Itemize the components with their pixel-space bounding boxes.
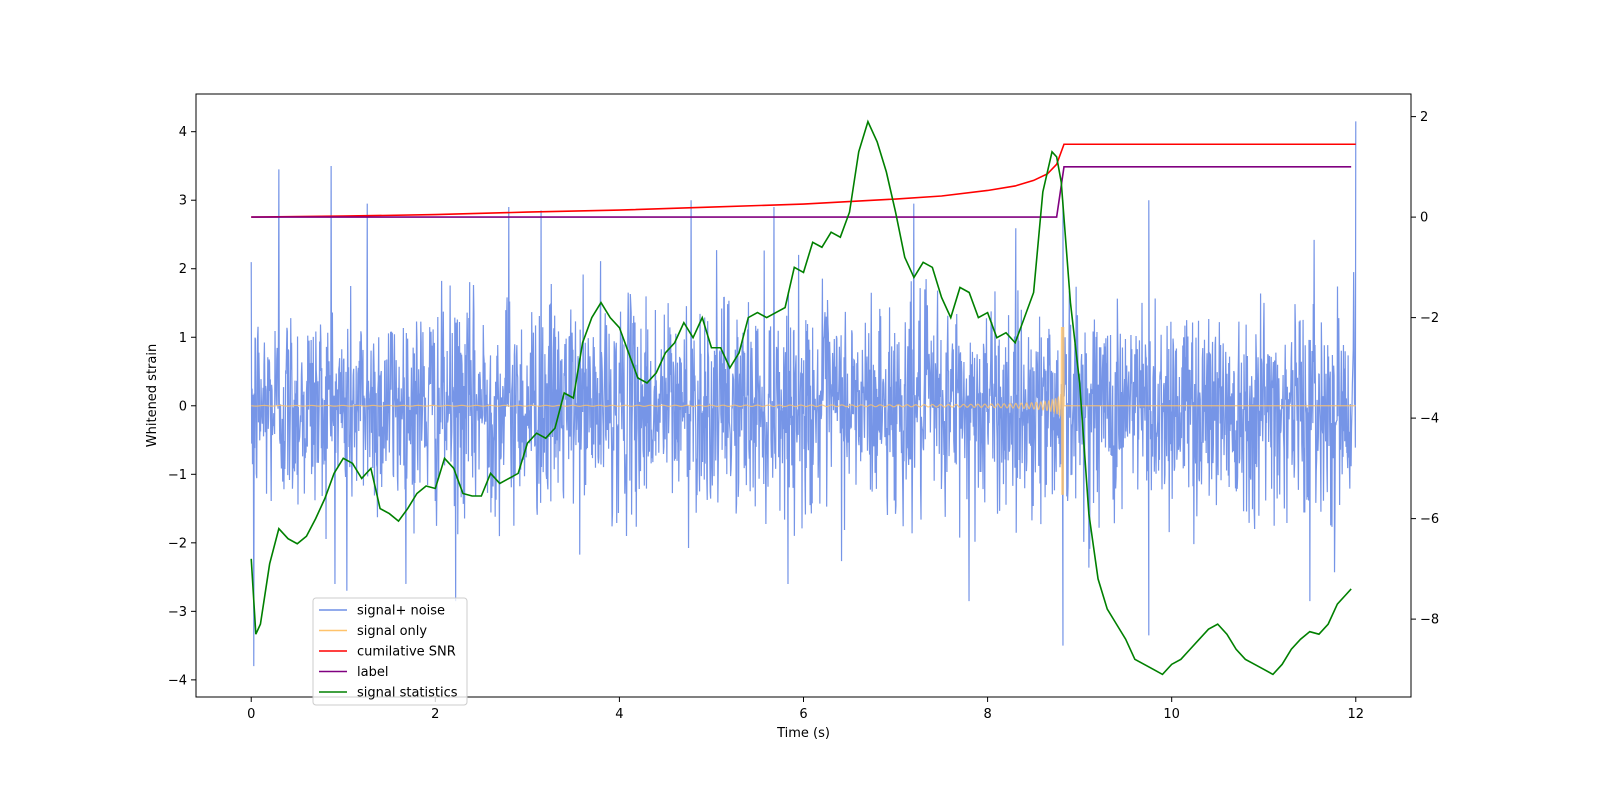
legend: signal+ noise signal only cumilative SNR la…: [312, 597, 468, 706]
plot-area: [250, 119, 1357, 676]
cumulative-snr-line: [251, 143, 1356, 218]
y-tick-label: −3: [168, 605, 187, 620]
y-tick-label: −1: [168, 468, 187, 483]
legend-label: signal only: [357, 624, 427, 639]
y-axis-label: Whitened strain: [145, 344, 160, 447]
y-tick-label: −4: [168, 673, 187, 688]
x-tick-label: 6: [799, 707, 807, 722]
y2-tick-label: −2: [1420, 311, 1439, 326]
y2-tick-label: −4: [1420, 412, 1439, 427]
y-tick-label: 4: [179, 125, 187, 140]
y2-tick-label: 2: [1420, 110, 1428, 125]
x-tick-label: 10: [1163, 707, 1180, 722]
y2-tick-label: −8: [1420, 613, 1439, 628]
legend-label: label: [357, 665, 388, 680]
y-tick-label: 3: [179, 194, 187, 209]
y-tick-label: 2: [179, 262, 187, 277]
y-tick-label: 1: [179, 331, 187, 346]
x-axis-label: Time (s): [776, 726, 830, 741]
signal-statistics-line: [250, 119, 1352, 676]
y2-tick-label: −6: [1420, 512, 1439, 527]
y2-tick-label: 0: [1420, 211, 1428, 226]
label-line: [251, 166, 1352, 218]
x-tick-label: 4: [615, 707, 623, 722]
x-tick-label: 12: [1347, 707, 1364, 722]
x-tick-label: 0: [247, 707, 255, 722]
legend-box: [312, 597, 468, 706]
legend-label: cumilative SNR: [357, 645, 456, 660]
y-tick-label: −2: [168, 536, 187, 551]
legend-label: signal statistics: [357, 686, 458, 701]
signal-only-line: [251, 326, 1356, 495]
y-tick-label: 0: [179, 399, 187, 414]
x-tick-label: 2: [431, 707, 439, 722]
signal-noise-line: [250, 121, 1357, 667]
legend-label: signal+ noise: [357, 604, 445, 619]
x-tick-label: 8: [983, 707, 991, 722]
